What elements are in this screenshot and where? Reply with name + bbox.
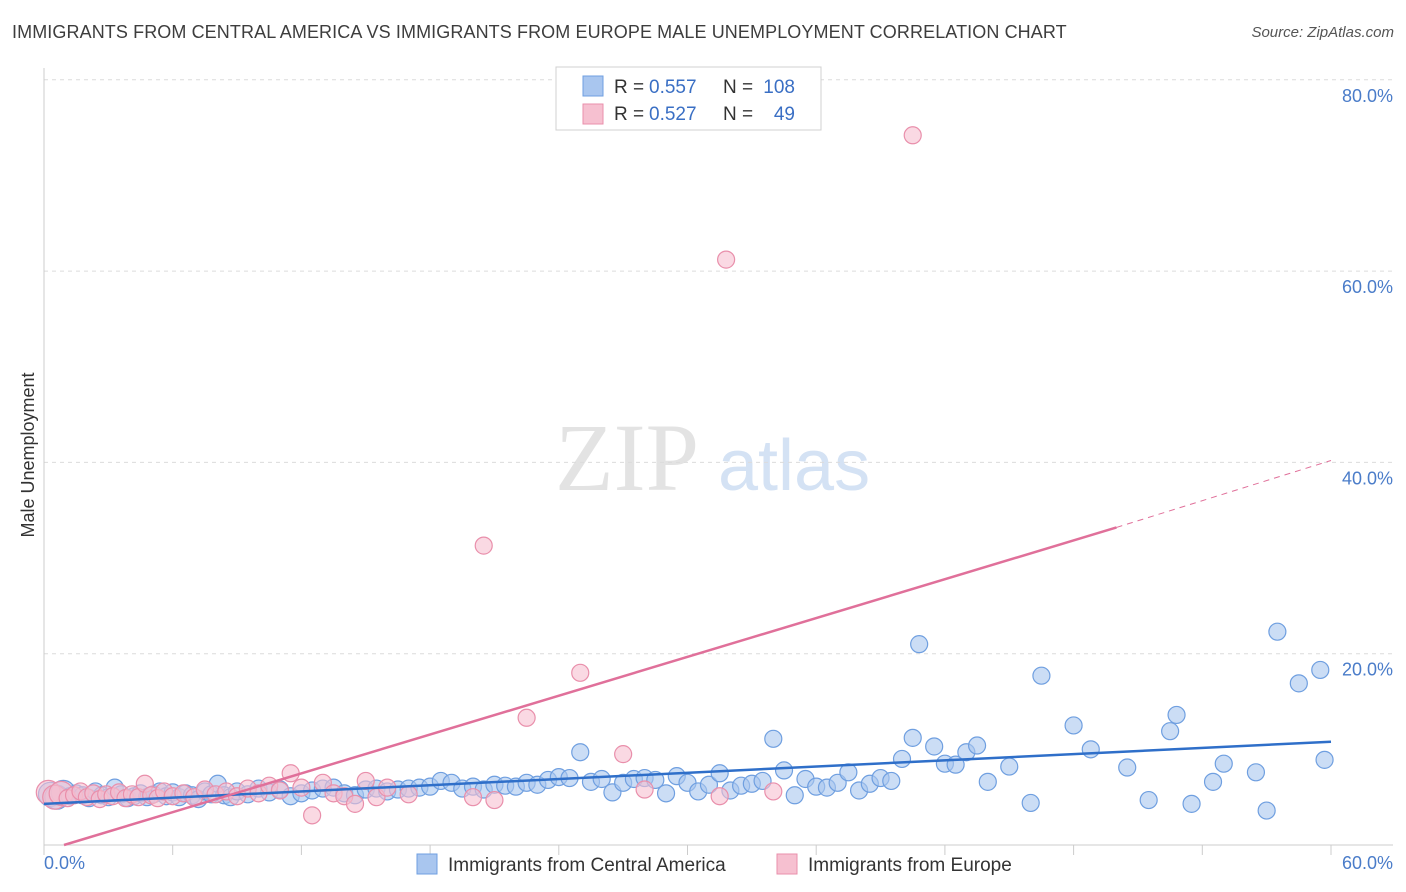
pink-point-41 [463,788,483,807]
blue-point-105 [1139,790,1158,810]
grid-lines [44,79,1393,655]
trend-lines [43,460,1332,847]
axes [43,68,1393,855]
x-tick-label-max: 60.0% [1342,853,1393,873]
pink-point-49 [764,782,783,801]
trend-line-pink-extension [1116,460,1332,528]
legend-swatch-pink [582,103,604,125]
blue-point-94 [925,737,944,756]
blue-point-115 [1315,750,1334,769]
legend-r-label-pink: R = [614,104,644,125]
legend-n-label-pink: N = [723,104,753,125]
y-tick-label-80: 80.0% [1342,86,1393,106]
legend-r-value-pink: 0.527 [649,104,697,125]
chart-title: IMMIGRANTS FROM CENTRAL AMERICA VS IMMIG… [12,22,1067,42]
blue-point-104 [1118,758,1137,777]
legend-n-value-pink: 49 [774,104,795,125]
pink-point-45 [571,663,590,682]
blue-point-102 [1064,716,1083,735]
blue-point-106 [1161,722,1180,741]
pink-point-31 [292,778,311,797]
pink-point-29 [270,781,290,800]
trend-line-blue [43,740,1332,806]
bottom-legend-label-pink: Immigrants from Europe [808,855,1012,876]
blue-point-79 [764,729,783,748]
blue-point-63 [592,769,611,789]
blue-point-61 [571,743,590,762]
blue-point-99 [978,772,997,791]
series-legend: Immigrants from Central America Immigran… [416,853,1012,876]
blue-point-93 [910,635,929,654]
blue-point-113 [1289,674,1308,693]
blue-point-101 [1032,666,1051,685]
legend-n-value-blue: 108 [763,77,795,98]
source-label: Source: ZipAtlas.com [1251,24,1394,41]
legend-r-value-blue: 0.557 [649,77,697,98]
y-tick-labels: 20.0% 40.0% 60.0% 80.0% [1342,86,1393,680]
bottom-legend-swatch-blue [416,853,438,875]
bottom-legend-swatch-pink [776,853,798,875]
blue-point-112 [1268,622,1287,641]
legend-n-label-blue: N = [723,77,753,98]
y-tick-label-60: 60.0% [1342,277,1393,297]
legend-r-label-blue: R = [614,77,644,98]
blue-point-117 [1000,757,1019,776]
blue-point-81 [785,786,804,805]
trend-line-pink [63,526,1117,847]
pink-point-43 [485,790,504,810]
blue-point-116 [1214,754,1233,773]
pink-point-36 [345,794,365,813]
blue-point-103 [1081,740,1100,759]
bottom-legend-label-blue: Immigrants from Central America [448,855,726,876]
y-tick-label-20: 20.0% [1342,660,1393,680]
pink-point-32 [303,806,322,825]
blue-point-91 [892,749,912,769]
pink-point-48 [710,787,729,806]
legend-swatch-blue [582,75,604,97]
blue-point-114 [1311,660,1330,680]
blue-point-100 [1021,793,1040,813]
watermark-zip: ZIP [555,404,699,511]
blue-point-107 [1167,705,1186,725]
blue-point-73 [699,775,719,794]
blue-point-92 [903,728,922,747]
blue-point-69 [656,784,676,803]
blue-point-98 [967,736,987,755]
watermark-atlas: atlas [718,426,870,506]
y-tick-label-40: 40.0% [1342,468,1393,488]
pink-point-44 [517,708,536,727]
blue-point-111 [1257,801,1276,820]
y-axis-title: Male Unemployment [18,372,38,537]
pink-point-40 [399,785,418,804]
pink-point-51 [903,126,922,145]
pink-point-42 [474,536,493,555]
blue-point-74 [710,764,729,783]
blue-point-110 [1246,763,1266,782]
series-europe [35,126,922,825]
x-tick-label-min: 0.0% [44,853,85,873]
correlation-legend: R = 0.557 N = 108 R = 0.527 N = 49 [555,66,822,131]
pink-point-50 [717,250,736,269]
blue-point-108 [1182,794,1201,813]
blue-point-90 [882,771,901,791]
blue-point-80 [774,761,794,780]
pink-point-46 [614,745,633,764]
pink-point-47 [635,780,654,799]
blue-point-109 [1203,772,1223,791]
